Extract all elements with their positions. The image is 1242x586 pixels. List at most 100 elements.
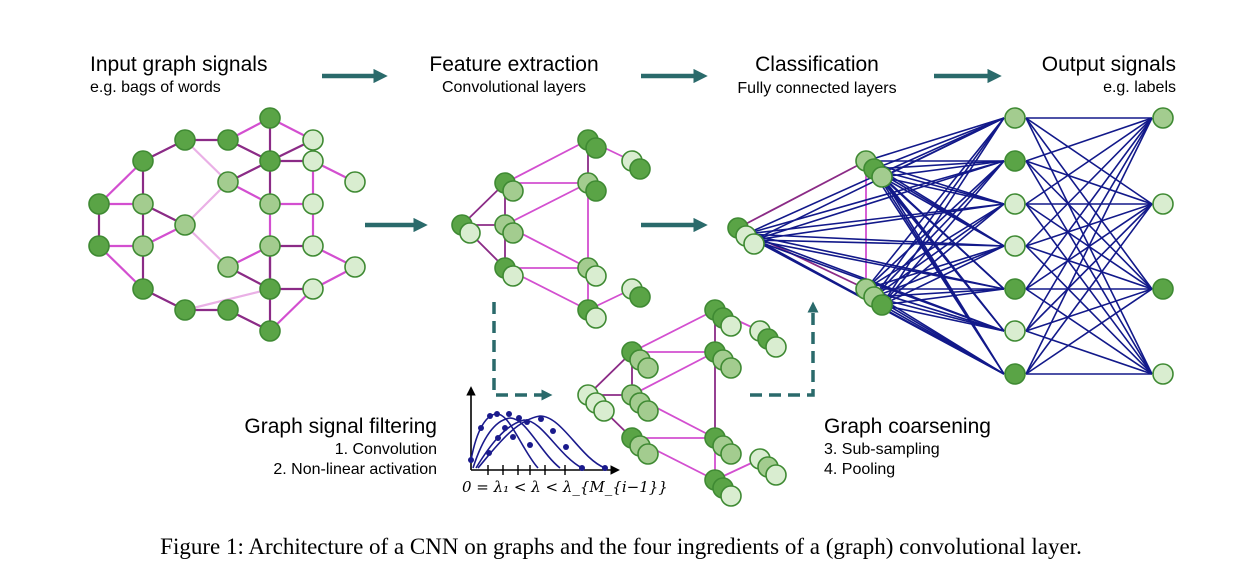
graph-node [217,299,239,321]
fc-edge [1025,288,1153,375]
dashed-arrow-coarsening [750,301,819,397]
graph-node [259,150,281,172]
graph-node [720,485,742,507]
fc-edge [881,304,1005,375]
graph-node [502,222,524,244]
coarsening-step-3: 3. Sub-sampling [824,441,940,458]
fc-edge [865,160,1005,205]
input-graph [88,107,366,342]
graph-node [765,464,787,486]
fc-edge [1025,117,1153,290]
filter-sample-point [579,465,585,471]
classification-title: Classification [755,53,879,76]
graph-node [1004,107,1026,129]
classification-subtitle: Fully connected layers [737,80,897,97]
coarsening-step-4: 4. Pooling [824,461,896,478]
spectrum-axis-label: 0 = λ₁ < λ < λ_{M_{i−1}} [462,478,668,496]
graph-node [302,150,324,172]
graph-node [720,315,742,337]
output-subtitle: e.g. labels [1103,79,1176,96]
graph-node [593,400,615,422]
graph-edge [631,351,716,396]
graph-node [1004,235,1026,257]
graph-node [1152,107,1174,129]
graph-node [871,294,893,316]
fc-edge [753,239,1005,332]
filter-curve [472,417,561,469]
graph-node [344,171,366,193]
graph-node [585,307,607,329]
fc-edge [881,176,1005,332]
graph-node [174,129,196,151]
graph-node [217,129,239,151]
filter-sample-point [563,444,569,450]
filter-sample-point [494,411,500,417]
fc-edge [873,160,1005,170]
fc-edge [865,117,1005,162]
fc-edge [881,304,1005,332]
graph-node [1004,363,1026,385]
fc-edge [1025,203,1153,332]
fc-edge [753,203,1005,241]
graph-node [259,107,281,129]
fc-edge [1025,117,1153,332]
graph-node [637,400,659,422]
graph-node [459,222,481,244]
fc-edge [1025,203,1153,375]
graph-edge [504,139,589,184]
filter-sample-point [524,419,530,425]
graph-node [629,286,651,308]
graph-node [765,336,787,358]
graph-node [585,180,607,202]
filter-curve [475,419,583,469]
graph-node [132,235,154,257]
graph-node [720,357,742,379]
graph-edge [504,182,589,226]
fc-edge [753,239,1005,247]
graph-node [217,171,239,193]
fc-edge [865,288,1005,332]
graph-node [132,278,154,300]
filter-sample-point [510,434,516,440]
fc-edge [881,176,1005,375]
feature-graph [451,129,651,329]
filter-sample-point [487,413,493,419]
graph-node [174,214,196,236]
filter-sample-point [495,435,501,441]
filter-curve [477,415,606,469]
graph-node [302,235,324,257]
flow-arrows [322,68,1002,401]
filtering-step-2: 2. Non-linear activation [273,461,437,478]
graph-node [585,265,607,287]
filter-sample-point [468,457,474,463]
graph-node [302,278,324,300]
graph-node [344,256,366,278]
coarsening-title: Graph coarsening [824,415,991,438]
fc-edge [881,176,1005,247]
graph-node [1152,363,1174,385]
graph-node [259,193,281,215]
graph-node [88,193,110,215]
fc-edge [881,160,1005,178]
graph-node [132,150,154,172]
graph-node [1152,278,1174,300]
graph-node [259,278,281,300]
dashed-arrow-filtering [492,302,553,401]
graph-node [637,357,659,379]
graph-node [585,137,607,159]
filtering-title: Graph signal filtering [244,415,437,438]
filtering-step-1: 1. Convolution [334,441,437,458]
coarsened-graph [577,299,787,507]
graph-edge [631,309,716,353]
filter-sample-point [506,411,512,417]
fc-edge [753,160,1005,241]
graph-node [502,180,524,202]
fc-edge [745,233,1005,247]
fc-edge [745,203,1005,235]
fc-edge [1025,117,1153,205]
fc-edge [881,176,1005,290]
output-title: Output signals [1041,53,1176,76]
graph-node [132,193,154,215]
filter-sample-point [486,450,492,456]
